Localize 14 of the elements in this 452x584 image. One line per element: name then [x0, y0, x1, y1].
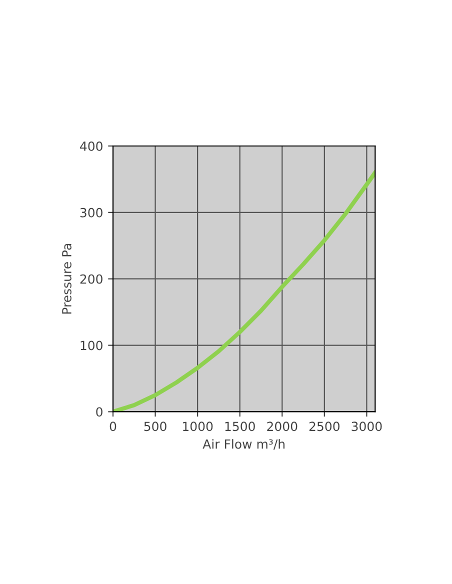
x-tick-label: 2000 — [267, 422, 298, 432]
y-tick-label: 200 — [80, 274, 102, 284]
x-axis-title: Air Flow m³/h — [202, 439, 285, 450]
x-tick-label: 500 — [144, 422, 166, 432]
x-tick-label: 0 — [110, 422, 116, 432]
y-tick-label: 300 — [80, 208, 102, 218]
y-tick-label: 100 — [80, 340, 102, 350]
x-tick-label: 3000 — [352, 422, 382, 432]
x-tick-label: 1500 — [225, 422, 255, 432]
y-tick-label: 400 — [80, 141, 102, 151]
x-tick-label: 2500 — [309, 422, 340, 432]
y-tick-label: 0 — [96, 407, 102, 417]
x-tick-label: 1000 — [183, 422, 213, 432]
y-axis-title: Pressure Pa — [62, 244, 72, 314]
